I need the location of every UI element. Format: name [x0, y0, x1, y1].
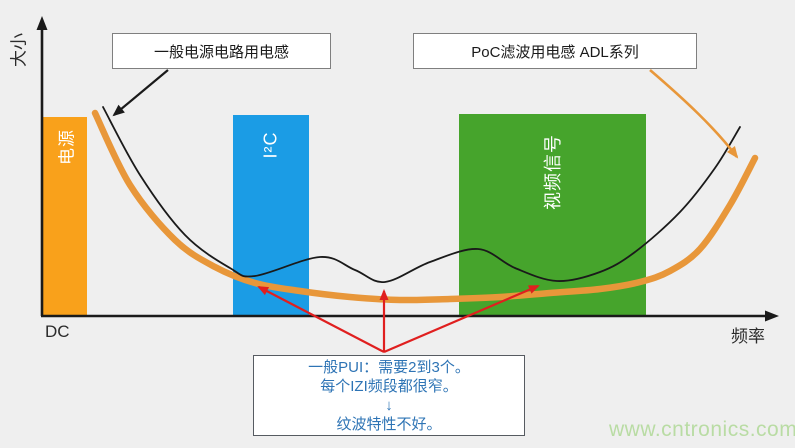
adl-callout-arrow: [649, 69, 739, 159]
curve-adl-inductor: [91, 109, 759, 304]
note-arrow-left: [257, 286, 385, 353]
y-axis-arrow-icon: [36, 16, 48, 30]
band-power: [43, 117, 87, 315]
x-axis-arrow-icon: [765, 310, 779, 322]
band-video: [459, 114, 646, 315]
note-arrow-right: [383, 284, 540, 354]
general-callout-arrow: [112, 69, 169, 117]
curve-general-inductor: [102, 106, 741, 283]
